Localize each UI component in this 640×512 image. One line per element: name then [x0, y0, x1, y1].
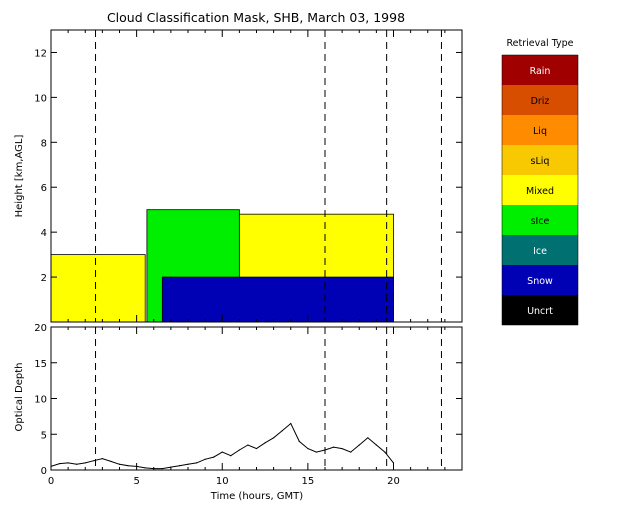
y-tick-label: 10 [34, 395, 47, 406]
legend-swatch-mixed [502, 175, 578, 205]
optical-depth-point [84, 462, 86, 464]
optical-depth-point [255, 447, 258, 450]
optical-depth-point [118, 463, 121, 465]
y-tick-label: 4 [41, 228, 47, 239]
y-tick-label: 2 [41, 273, 47, 284]
optical-depth-point [213, 456, 215, 458]
optical-depth-point [332, 446, 335, 448]
legend-label-snow: Snow [527, 276, 553, 287]
y-tick-label: 15 [34, 359, 47, 370]
mask-region-mixed-0 [50, 254, 146, 323]
legend-label-sliq: sLiq [531, 156, 550, 167]
legend-label-mixed: Mixed [526, 186, 554, 197]
y-tick-label: 0 [41, 466, 47, 477]
legend-label-sice: sIce [531, 216, 550, 227]
optical-depth-point [195, 462, 198, 464]
optical-depth-point [298, 440, 300, 442]
optical-depth-series-line [50, 422, 394, 470]
legend-swatch-uncrt [502, 295, 578, 325]
optical-depth-point [178, 465, 181, 467]
optical-depth-point [93, 460, 95, 462]
optical-depth-point [375, 444, 377, 446]
optical-depth-point [67, 462, 69, 464]
optical-depth-point [358, 444, 360, 446]
x-tick-label: 5 [133, 476, 139, 487]
legend-swatch-driz [502, 85, 578, 115]
optical-depth-point [367, 437, 369, 439]
optical-depth-point [221, 451, 223, 453]
cloud-mask-axes: 2 4 6 8 10 12 [34, 29, 463, 323]
legend-swatch-ice [502, 235, 578, 265]
legend-swatch-sice [502, 205, 578, 235]
optical-depth-point [247, 444, 249, 446]
optical-depth-point [127, 465, 129, 467]
legend-swatch-snow [502, 265, 578, 295]
optical-depth-point [110, 460, 112, 463]
optical-depth-axes: 0 5 10 15 20 0 5 10 15 20 [34, 323, 463, 487]
optical-depth-point [350, 451, 352, 453]
optical-depth-point [273, 437, 275, 439]
optical-depth-point [384, 451, 386, 453]
optical-depth-point [204, 458, 206, 460]
optical-depth-point [264, 442, 266, 444]
y-tick-label: 20 [34, 323, 47, 334]
cloud-mask-panel [50, 209, 394, 323]
optical-depth-point [238, 449, 240, 451]
top-y-axis-label: Height [km,AGL] [14, 135, 25, 218]
mask-region-snow-3 [161, 276, 394, 323]
optical-depth-point [307, 447, 309, 450]
optical-depth-point [58, 462, 61, 465]
x-tick-label: 0 [48, 476, 54, 487]
optical-depth-point [187, 463, 189, 465]
x-tick-label: 20 [387, 476, 400, 487]
bottom-y-axis-label: Optical Depth [14, 363, 25, 432]
optical-depth-point [281, 430, 283, 432]
x-axis-label: Time (hours, GMT) [210, 491, 304, 502]
optical-depth-point [230, 455, 232, 457]
legend-swatch-rain [502, 55, 578, 85]
optical-depth-point [290, 422, 292, 425]
y-tick-label: 12 [34, 48, 47, 59]
y-tick-label: 8 [41, 138, 47, 149]
chart-title: Cloud Classification Mask, SHB, March 03… [107, 10, 405, 25]
x-tick-label: 10 [216, 476, 229, 487]
optical-depth-point [341, 447, 343, 450]
legend-label-rain: Rain [530, 66, 551, 77]
legend-label-uncrt: Uncrt [527, 306, 553, 317]
legend-swatch-sliq [502, 145, 578, 175]
optical-depth-point [101, 457, 103, 460]
optical-depth-point [161, 467, 163, 470]
legend-swatch-liq [502, 115, 578, 145]
x-tick-label: 15 [302, 476, 315, 487]
legend-label-ice: Ice [533, 246, 547, 257]
retrieval-type-legend: Rain Driz Liq sLiq Mixed sIce Ice Snow Uncrt [501, 54, 579, 326]
optical-depth-panel [50, 422, 395, 470]
optical-depth-point [144, 467, 146, 469]
y-tick-label: 6 [41, 183, 47, 194]
legend-label-driz: Driz [531, 96, 550, 107]
optical-depth-point [76, 463, 78, 465]
y-tick-label: 10 [34, 93, 47, 104]
optical-depth-point [315, 451, 318, 453]
legend-label-liq: Liq [533, 126, 547, 137]
legend-title: Retrieval Type [506, 38, 573, 49]
y-tick-label: 5 [41, 430, 47, 441]
